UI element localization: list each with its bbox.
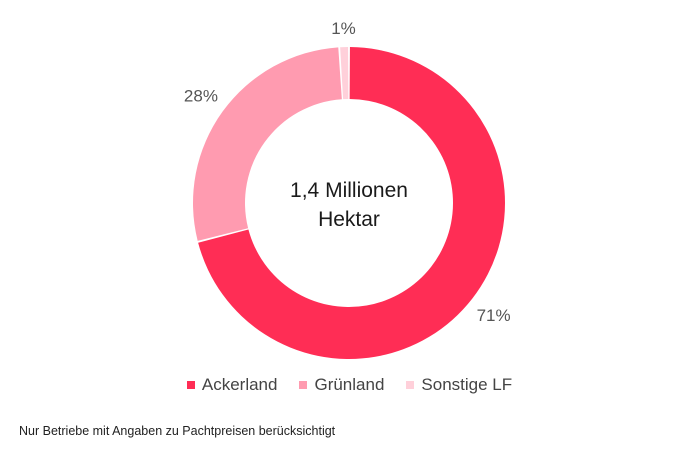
legend-item-ackerland: Ackerland	[186, 375, 278, 395]
legend-swatch-ackerland	[186, 381, 195, 389]
value-label-sonstige-lf: 1%	[331, 19, 356, 38]
slice-ackerland	[198, 47, 505, 359]
legend-swatch-gruenland	[299, 381, 308, 389]
legend-item-gruenland: Grünland	[299, 375, 384, 395]
value-label-ackerland: 71%	[477, 306, 511, 325]
center-label-line-1: 1,4 Millionen	[290, 179, 408, 202]
legend-label-ackerland: Ackerland	[201, 375, 278, 394]
slice-sonstige-lf	[340, 47, 349, 100]
slice-gruenland	[193, 47, 342, 241]
legend-swatch-sonstige-lf	[406, 381, 415, 389]
chart-slices	[193, 47, 505, 359]
legend-label-gruenland: Grünland	[314, 375, 385, 394]
chart-legend: Ackerland Grünland Sonstige LF	[0, 375, 699, 395]
footnote: Nur Betriebe mit Angaben zu Pachtpreisen…	[19, 424, 336, 438]
legend-label-sonstige-lf: Sonstige LF	[421, 375, 513, 394]
center-label-line-2: Hektar	[318, 208, 380, 231]
chart-value-labels: 71% 28% 1%	[184, 19, 511, 325]
legend-item-sonstige-lf: Sonstige LF	[406, 375, 512, 395]
value-label-gruenland: 28%	[184, 86, 218, 105]
